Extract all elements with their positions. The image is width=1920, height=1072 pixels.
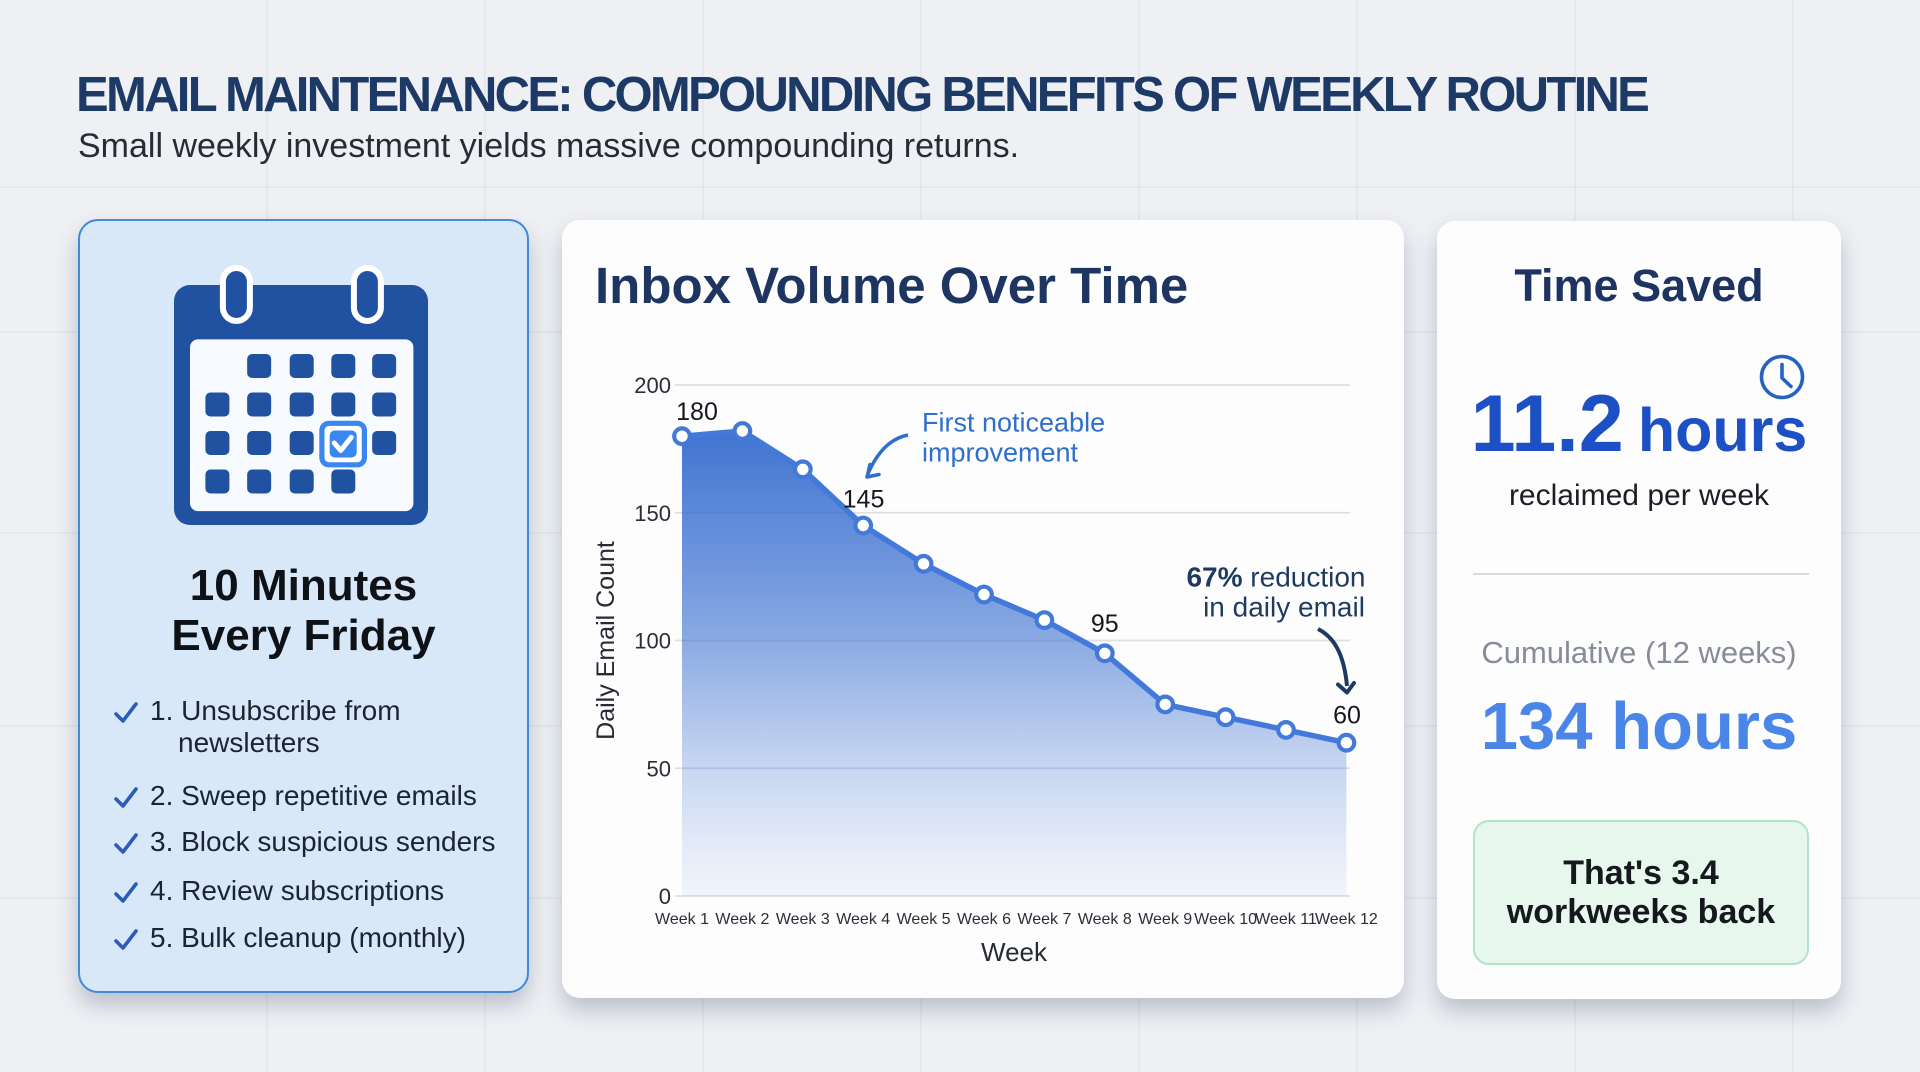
svg-text:0: 0 <box>659 884 671 909</box>
svg-text:Week 6: Week 6 <box>957 911 1011 928</box>
svg-text:Week 3: Week 3 <box>776 911 830 928</box>
svg-text:95: 95 <box>1091 610 1119 638</box>
svg-text:improvement: improvement <box>922 438 1079 468</box>
svg-text:180: 180 <box>676 398 718 426</box>
svg-text:Week 7: Week 7 <box>1017 911 1071 928</box>
svg-text:Week 1: Week 1 <box>655 911 709 928</box>
svg-text:Week 12: Week 12 <box>1315 911 1378 928</box>
svg-text:200: 200 <box>634 373 671 398</box>
svg-text:Week 11: Week 11 <box>1255 911 1317 928</box>
svg-text:60: 60 <box>1333 702 1361 730</box>
svg-text:150: 150 <box>634 501 671 526</box>
svg-text:Week 9: Week 9 <box>1138 911 1192 928</box>
svg-text:Week 5: Week 5 <box>897 911 951 928</box>
svg-text:First noticeable: First noticeable <box>922 408 1105 438</box>
svg-text:in daily email: in daily email <box>1203 592 1365 623</box>
svg-text:145: 145 <box>843 486 885 514</box>
svg-text:50: 50 <box>647 756 671 781</box>
svg-text:Week 2: Week 2 <box>715 911 769 928</box>
svg-text:Week: Week <box>981 937 1048 967</box>
svg-text:Week 4: Week 4 <box>836 911 890 928</box>
svg-text:Week 10: Week 10 <box>1194 911 1257 928</box>
svg-text:Week 8: Week 8 <box>1078 911 1132 928</box>
svg-text:100: 100 <box>634 629 671 654</box>
svg-text:67% reduction: 67% reduction <box>1186 562 1365 593</box>
svg-text:Daily Email Count: Daily Email Count <box>592 541 620 740</box>
